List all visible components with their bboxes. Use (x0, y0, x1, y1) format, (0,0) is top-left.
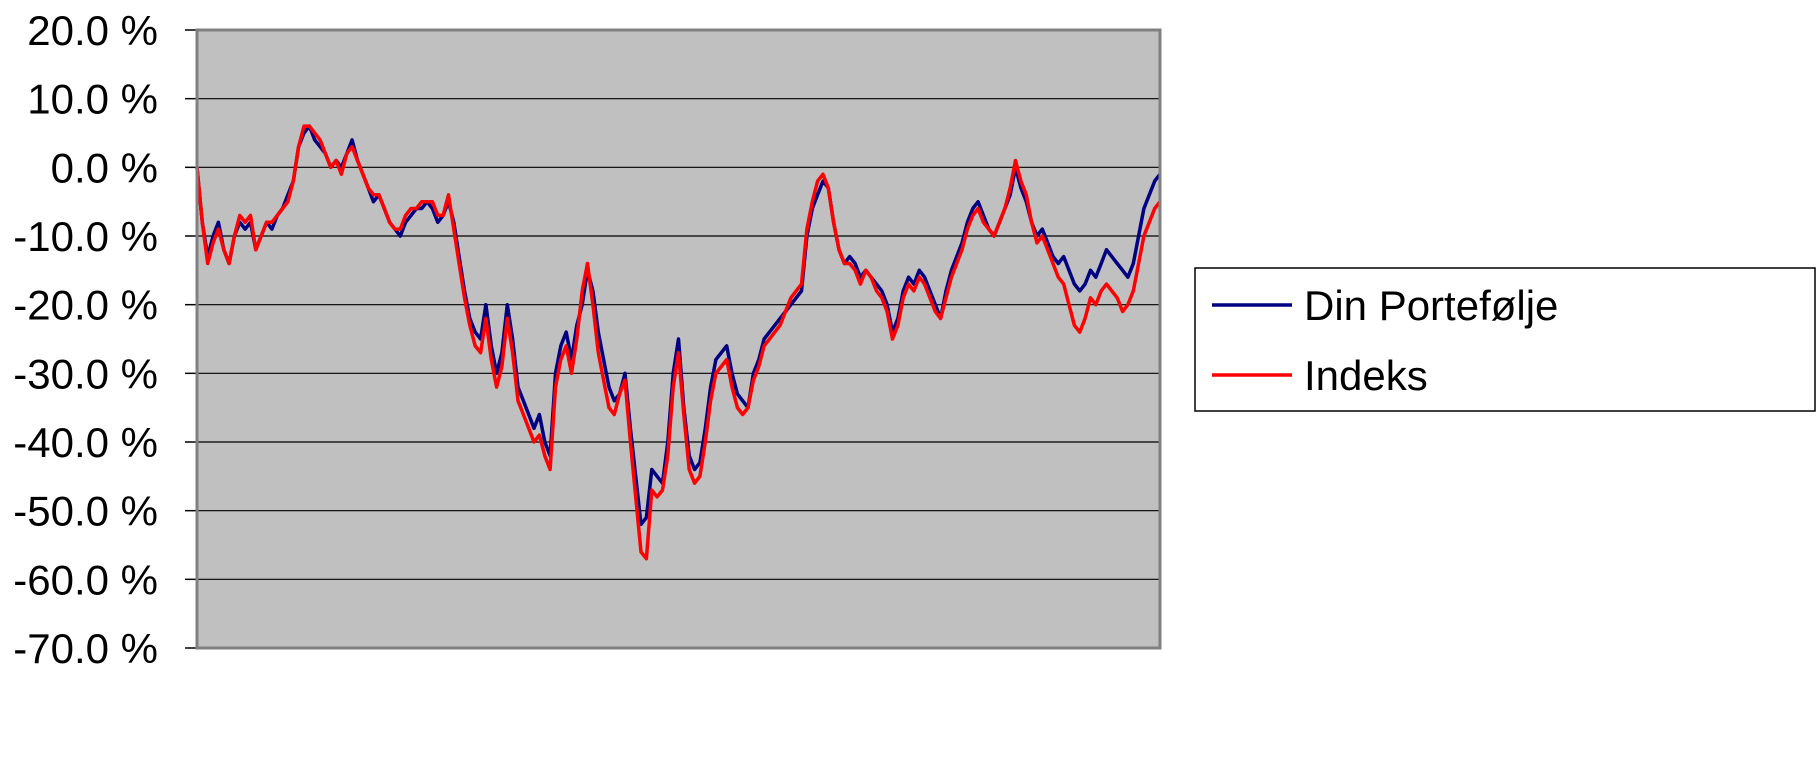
plot-border (195, 28, 1162, 650)
legend-label-indeks: Indeks (1304, 352, 1428, 399)
y-tick-label: -70.0 % (13, 625, 158, 672)
y-tick-label: -10.0 % (13, 213, 158, 260)
legend: Din Portefølje Indeks (1194, 267, 1816, 412)
legend-label-din-portefolje: Din Portefølje (1304, 282, 1558, 329)
y-tick-label: 0.0 % (51, 144, 158, 191)
y-tick-label: -50.0 % (13, 488, 158, 535)
y-tick-label: -60.0 % (13, 556, 158, 603)
y-tick-label: 20.0 % (27, 7, 158, 54)
y-tick-label: -40.0 % (13, 419, 158, 466)
plot-area: 20.0 % 10.0 % 0.0 % -10.0 % -20.0 % -30.0 % -4… (13, 7, 1162, 672)
y-axis: 20.0 % 10.0 % 0.0 % -10.0 % -20.0 % -30.0 % -4… (13, 7, 198, 672)
legend-box (1194, 267, 1816, 412)
series-line-indeks (195, 124, 1162, 561)
series-group (195, 124, 1162, 561)
y-tick-label: -20.0 % (13, 282, 158, 329)
y-tick-label: -30.0 % (13, 350, 158, 397)
y-tick-label: 10.0 % (27, 76, 158, 123)
